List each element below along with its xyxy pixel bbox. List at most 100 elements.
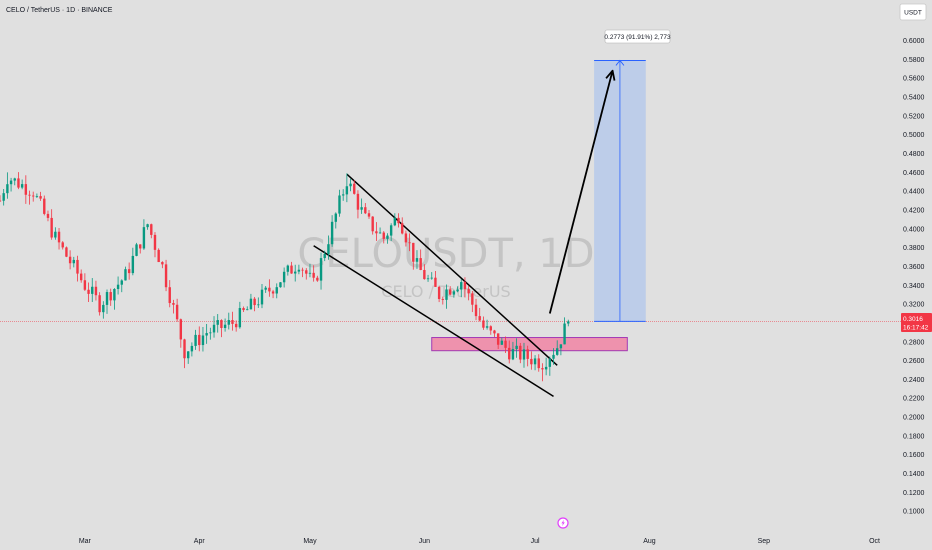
- candle-body: [500, 340, 504, 345]
- measure-label-box: [604, 29, 671, 44]
- candle-body: [249, 298, 253, 310]
- candle-body: [113, 288, 116, 301]
- time-tick-label: Sep: [758, 538, 771, 545]
- candle-body: [150, 224, 153, 235]
- candle-body: [541, 368, 544, 370]
- candle-body: [489, 326, 492, 331]
- candle-body: [205, 333, 208, 336]
- candle-body: [330, 221, 334, 245]
- candle-body: [356, 193, 360, 210]
- candle-body: [496, 333, 500, 345]
- candle-body: [378, 232, 382, 234]
- candle-body: [548, 358, 552, 367]
- candle-body: [212, 324, 216, 333]
- price-axis-background: [893, 0, 932, 528]
- price-tick-label: 0.2000: [903, 415, 925, 422]
- candle-body: [419, 258, 422, 270]
- price-tick-label: 0.4400: [903, 189, 925, 196]
- price-tick-label: 0.1200: [903, 490, 925, 497]
- candle-body: [46, 213, 50, 218]
- candle-body: [168, 287, 171, 304]
- candle-body: [533, 358, 537, 365]
- projection-arrowhead: [605, 69, 616, 81]
- candle-body: [286, 265, 290, 272]
- candle-body: [54, 231, 57, 238]
- candle-body: [312, 272, 315, 278]
- candle-body: [179, 319, 183, 340]
- candle-body: [515, 345, 518, 350]
- candle-body: [452, 291, 456, 295]
- candle-body: [360, 207, 363, 210]
- candle-body: [17, 178, 20, 188]
- lightning-bolt-icon: [561, 519, 565, 527]
- candle-body: [456, 289, 459, 292]
- candle-body: [341, 194, 345, 196]
- candle-body: [552, 354, 555, 359]
- price-tick-label: 0.2400: [903, 377, 925, 384]
- candle-body: [139, 244, 142, 249]
- candle-body: [530, 358, 533, 365]
- candle-body: [102, 304, 105, 313]
- candle-body: [415, 258, 419, 262]
- candle-body: [364, 207, 367, 214]
- candle-body: [290, 265, 293, 274]
- candle-body: [242, 308, 245, 311]
- candle-body: [43, 198, 46, 214]
- candle-body: [467, 289, 470, 294]
- time-axis-background: [0, 528, 893, 550]
- candle-body: [50, 217, 53, 238]
- price-tick-label: 0.1800: [903, 433, 925, 440]
- candle-body: [537, 358, 540, 369]
- channel-trendline: [313, 245, 554, 397]
- price-range-arrowhead: [615, 59, 625, 66]
- candle-body: [471, 293, 474, 305]
- price-tick-label: 0.5000: [903, 132, 925, 139]
- drawings-layer: [0, 59, 901, 397]
- candle-body: [353, 183, 356, 194]
- candle-body: [371, 216, 374, 232]
- candle-body: [393, 217, 397, 226]
- channel-trendline: [346, 173, 558, 366]
- candle-body: [172, 303, 175, 305]
- candle-body: [271, 291, 275, 294]
- price-tick-label: 0.6000: [903, 38, 925, 45]
- candle-body: [135, 244, 138, 256]
- candle-body: [482, 320, 485, 328]
- candle-body: [20, 184, 24, 188]
- candle-body: [127, 269, 131, 274]
- candle-body: [504, 340, 507, 348]
- projection-arrow-line: [548, 70, 614, 314]
- candle-body: [519, 345, 522, 360]
- candle-body: [345, 186, 349, 195]
- candle-body: [338, 195, 341, 214]
- currency-button-box[interactable]: [899, 3, 927, 21]
- candle-body: [209, 332, 212, 334]
- candle-body: [57, 231, 61, 243]
- candle-body: [198, 334, 201, 346]
- time-axis[interactable]: [0, 528, 893, 550]
- candle-body: [401, 223, 404, 234]
- currency-button[interactable]: USDT: [899, 3, 927, 21]
- price-tick-label: 0.3800: [903, 245, 925, 252]
- candle-body: [437, 286, 441, 300]
- time-tick-label: Jun: [419, 538, 430, 545]
- candle-body: [485, 326, 489, 328]
- candle-body: [35, 196, 39, 197]
- currency-button-label[interactable]: USDT: [904, 10, 922, 17]
- candle-body: [201, 335, 205, 346]
- candle-body: [231, 320, 234, 324]
- candle-body: [389, 225, 393, 236]
- candle-body: [567, 321, 570, 324]
- candle-body: [87, 289, 90, 294]
- candle-body: [131, 255, 135, 274]
- price-axis[interactable]: [893, 0, 932, 528]
- candle-body: [79, 273, 83, 281]
- last-price-value: 0.3016: [903, 316, 923, 323]
- candle-body: [397, 217, 400, 224]
- earnings-event-icon[interactable]: [557, 517, 569, 529]
- symbol-title[interactable]: CELO / TetherUS · 1D · BINANCE: [6, 7, 113, 14]
- candle-body: [301, 269, 304, 271]
- candle-body: [275, 287, 278, 294]
